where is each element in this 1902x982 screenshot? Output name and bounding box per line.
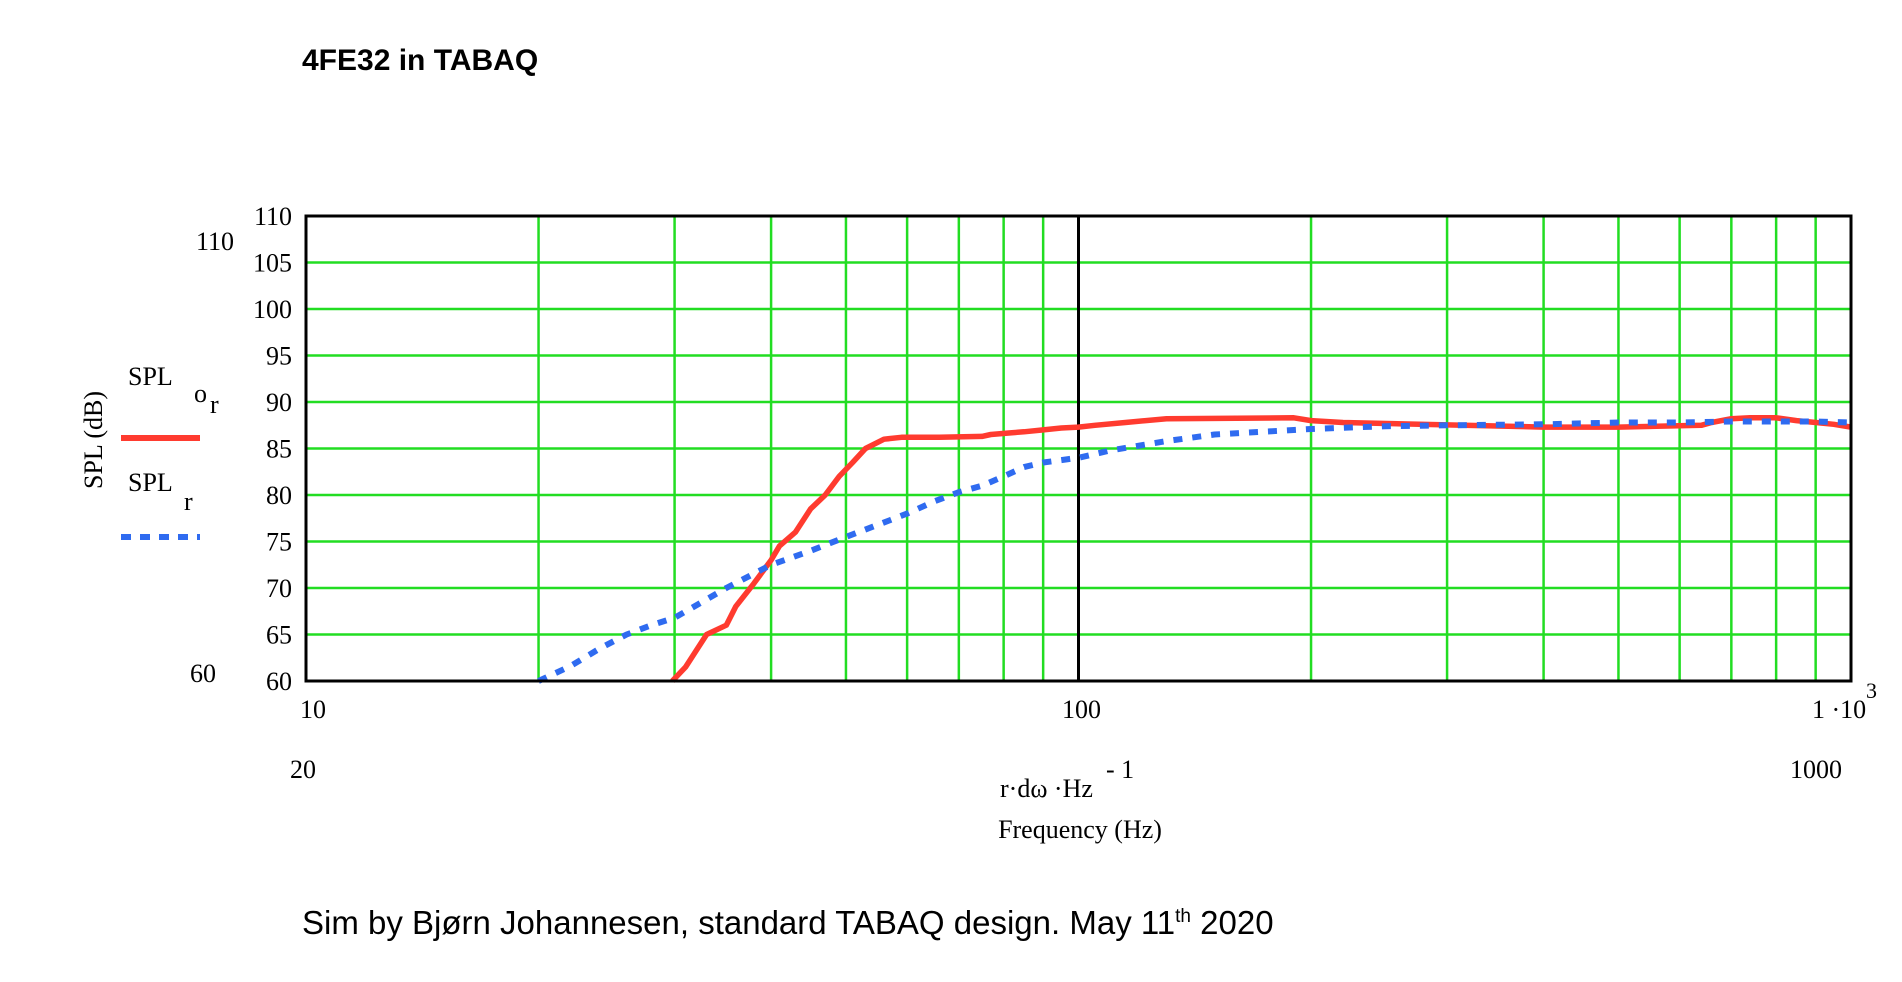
y-outer-bottom-label: 60 — [190, 659, 216, 688]
y-tick-label: 90 — [266, 388, 292, 417]
x-tick-label-1000-exponent: 3 — [1866, 678, 1877, 703]
legend-or-subscript: o — [194, 379, 207, 408]
x-expression-exponent: - 1 — [1106, 755, 1134, 784]
y-tick-label: 70 — [266, 574, 292, 603]
x-axis-label: Frequency (Hz) — [998, 815, 1162, 844]
legend-r-label: SPL — [128, 468, 173, 497]
y-tick-label: 80 — [266, 481, 292, 510]
frequency-response-chart: 60 65 70 75 80 85 90 95 100 105 110 110 60 SPL (dB… — [79, 202, 1877, 844]
legend: SPL o r SPL r — [121, 362, 219, 540]
x-tick-label-10: 10 — [300, 695, 326, 724]
x-outer-right-label: 1000 — [1790, 755, 1842, 784]
y-tick-labels: 60 65 70 75 80 85 90 95 100 105 110 — [253, 202, 292, 696]
legend-r-subscript: r — [184, 487, 193, 516]
x-tick-label-100: 100 — [1062, 695, 1101, 724]
series-spl-or-line — [670, 415, 1852, 683]
footer-note: Sim by Bjørn Johannesen, standard TABAQ … — [302, 904, 1274, 942]
x-expression: r·dω ·Hz — [1000, 774, 1093, 803]
x-tick-label-1000: 1 ·10 — [1812, 695, 1866, 724]
footer-text: Sim by Bjørn Johannesen, standard TABAQ … — [302, 904, 1176, 941]
page-title: 4FE32 in TABAQ — [302, 44, 539, 77]
y-outer-top-label: 110 — [196, 227, 234, 256]
footer-year: 2020 — [1200, 904, 1274, 941]
grid — [306, 214, 1851, 683]
x-outer-left-label: 20 — [290, 755, 316, 784]
y-tick-label: 95 — [266, 342, 292, 371]
y-tick-label: 85 — [266, 435, 292, 464]
y-tick-label: 105 — [253, 249, 292, 278]
y-tick-label: 60 — [266, 667, 292, 696]
series-spl-r-line — [537, 418, 1852, 684]
y-tick-label: 75 — [266, 528, 292, 557]
legend-or-label: SPL — [128, 362, 173, 391]
series-layer — [537, 415, 1852, 684]
y-tick-label: 110 — [254, 202, 292, 231]
y-axis-label: SPL (dB) — [79, 391, 108, 489]
y-tick-label: 65 — [266, 621, 292, 650]
footer-superscript: th — [1175, 906, 1191, 927]
plot-frame — [304, 214, 1853, 683]
y-tick-label: 100 — [253, 295, 292, 324]
legend-or-sub-r: r — [210, 390, 219, 419]
